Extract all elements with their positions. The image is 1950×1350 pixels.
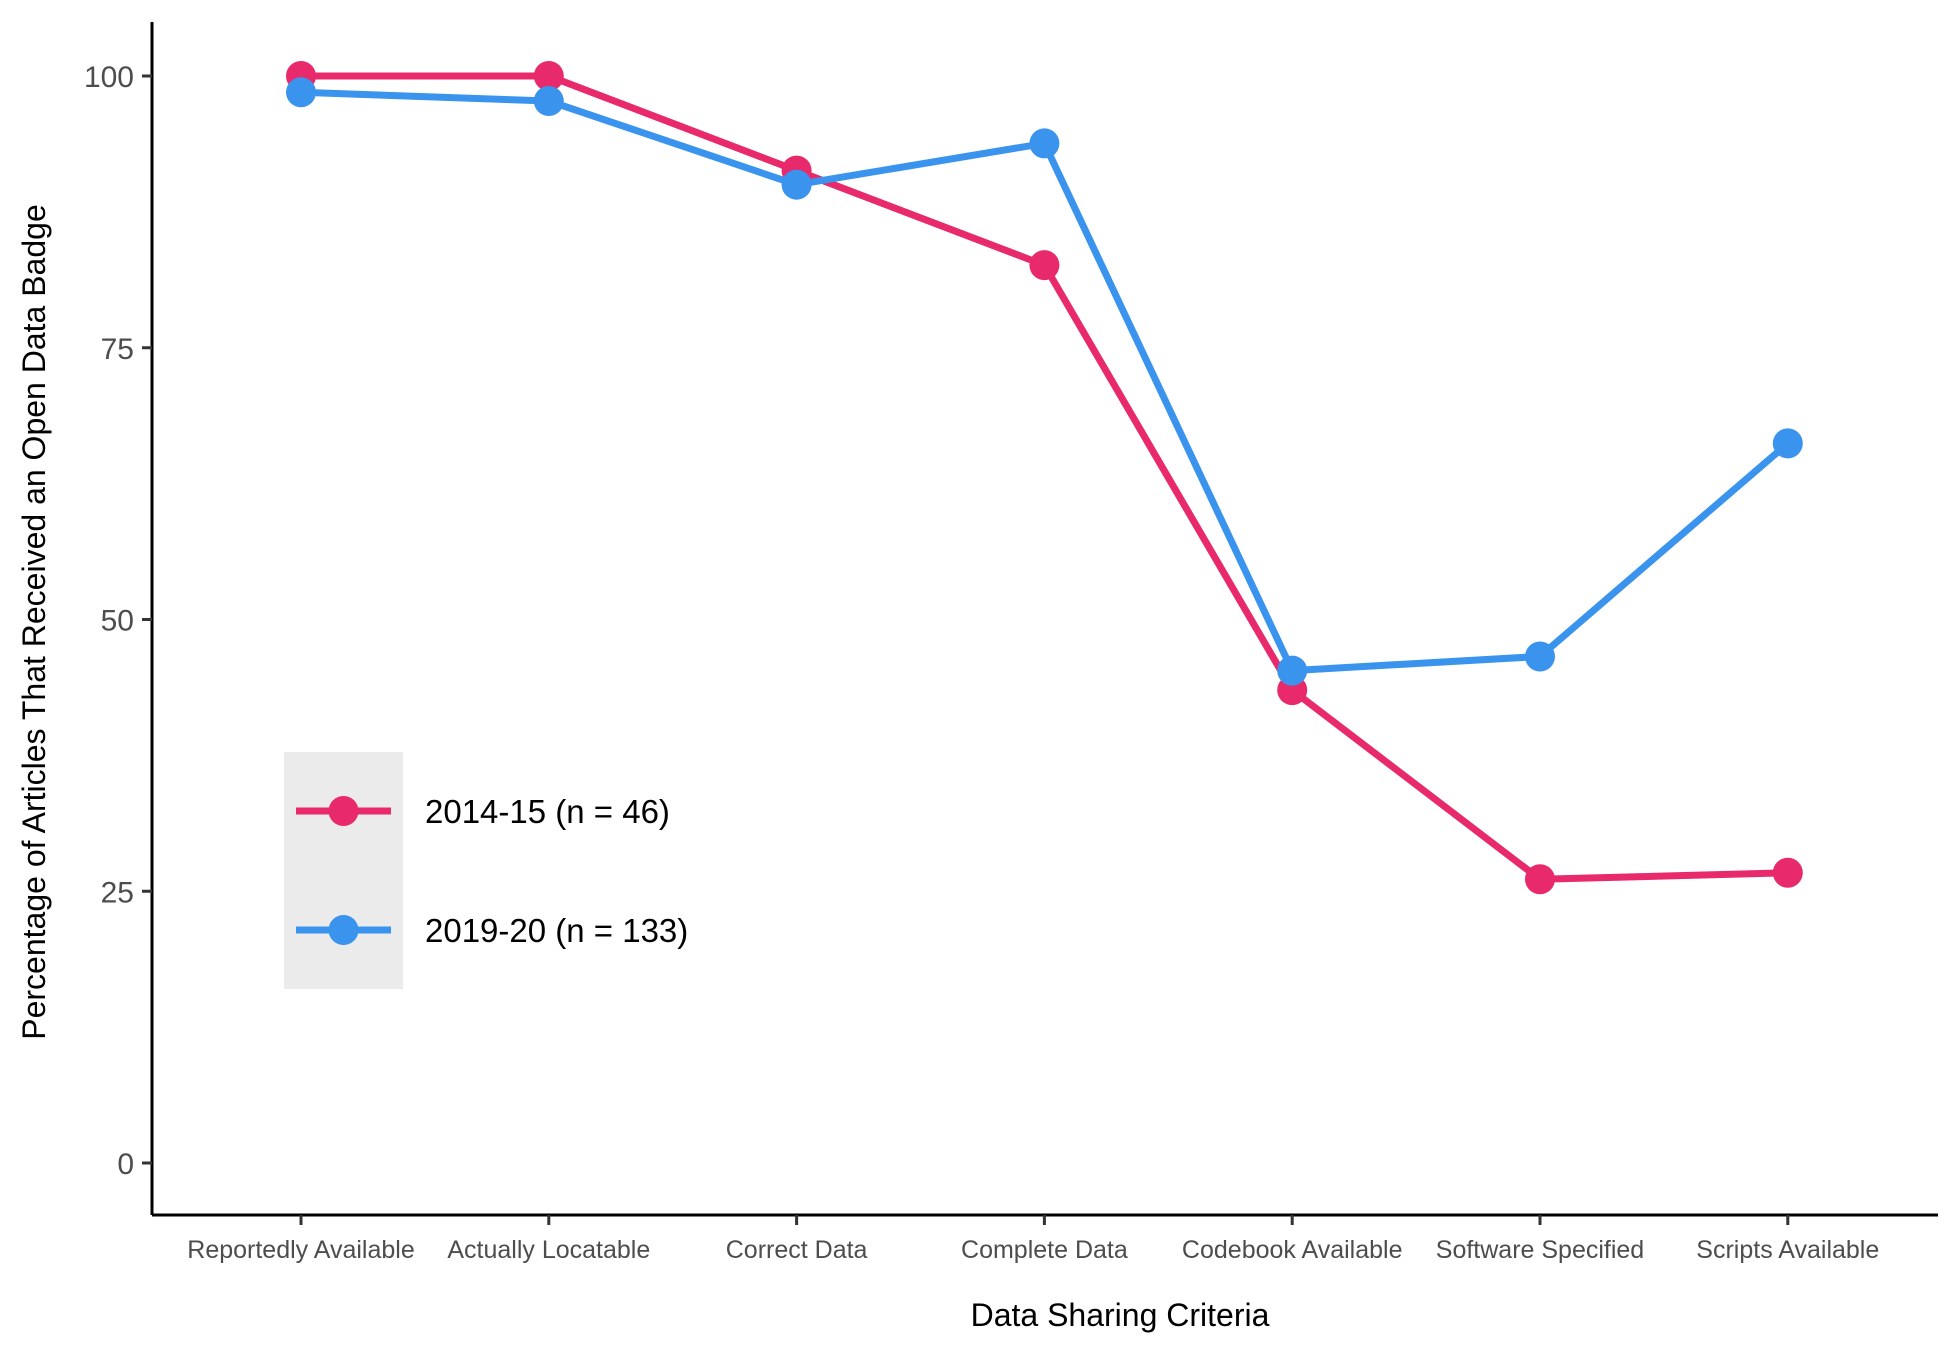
data-point: [1029, 250, 1060, 281]
series-1: [286, 61, 1803, 895]
data-point: [286, 77, 316, 108]
x-tick-label: Codebook Available: [1182, 1236, 1403, 1264]
data-point: [533, 86, 564, 117]
y-tick-label: 0: [117, 1148, 134, 1181]
series-line: [297, 72, 1792, 883]
data-point: [1772, 428, 1803, 459]
legend-label: 2019-20 (n = 133): [425, 912, 688, 949]
data-point: [1525, 641, 1555, 672]
x-ticks: Reportedly Available Actually Locatable Co…: [187, 1215, 1879, 1264]
legend-swatch-point: [328, 915, 359, 945]
series-2: [286, 77, 1803, 686]
x-tick-label: Reportedly Available: [187, 1236, 414, 1264]
y-axis-title: Percentage of Articles That Received an …: [16, 204, 52, 1039]
data-point: [1525, 864, 1555, 895]
x-tick-label: Actually Locatable: [447, 1236, 650, 1264]
y-tick-label: 25: [101, 876, 134, 909]
y-tick-label: 75: [101, 333, 134, 366]
data-point: [1277, 655, 1308, 686]
x-tick-label: Scripts Available: [1696, 1236, 1879, 1264]
y-tick-label: 50: [101, 605, 134, 638]
data-point: [1029, 128, 1060, 159]
legend-item: 2014-15 (n = 46): [296, 793, 670, 830]
x-tick-label: Software Specified: [1436, 1236, 1644, 1264]
data-point: [533, 61, 564, 91]
series-layer: [286, 61, 1803, 895]
legend-key-background: [284, 752, 403, 989]
axes: [150, 22, 1938, 1217]
x-tick-label: Correct Data: [726, 1236, 868, 1264]
y-tick-label: 100: [84, 61, 134, 94]
legend-label: 2014-15 (n = 46): [425, 793, 670, 830]
legend-swatch-point: [328, 796, 359, 826]
legend-item: 2019-20 (n = 133): [296, 912, 688, 949]
y-ticks: 0 25 50 75 100: [84, 61, 152, 1181]
data-point: [781, 169, 812, 200]
series-line: [297, 88, 1792, 675]
x-axis-title: Data Sharing Criteria: [971, 1297, 1270, 1333]
legend: 2014-15 (n = 46) 2019-20 (n = 133): [284, 752, 688, 989]
x-tick-label: Complete Data: [961, 1236, 1128, 1264]
data-point: [1772, 857, 1803, 888]
